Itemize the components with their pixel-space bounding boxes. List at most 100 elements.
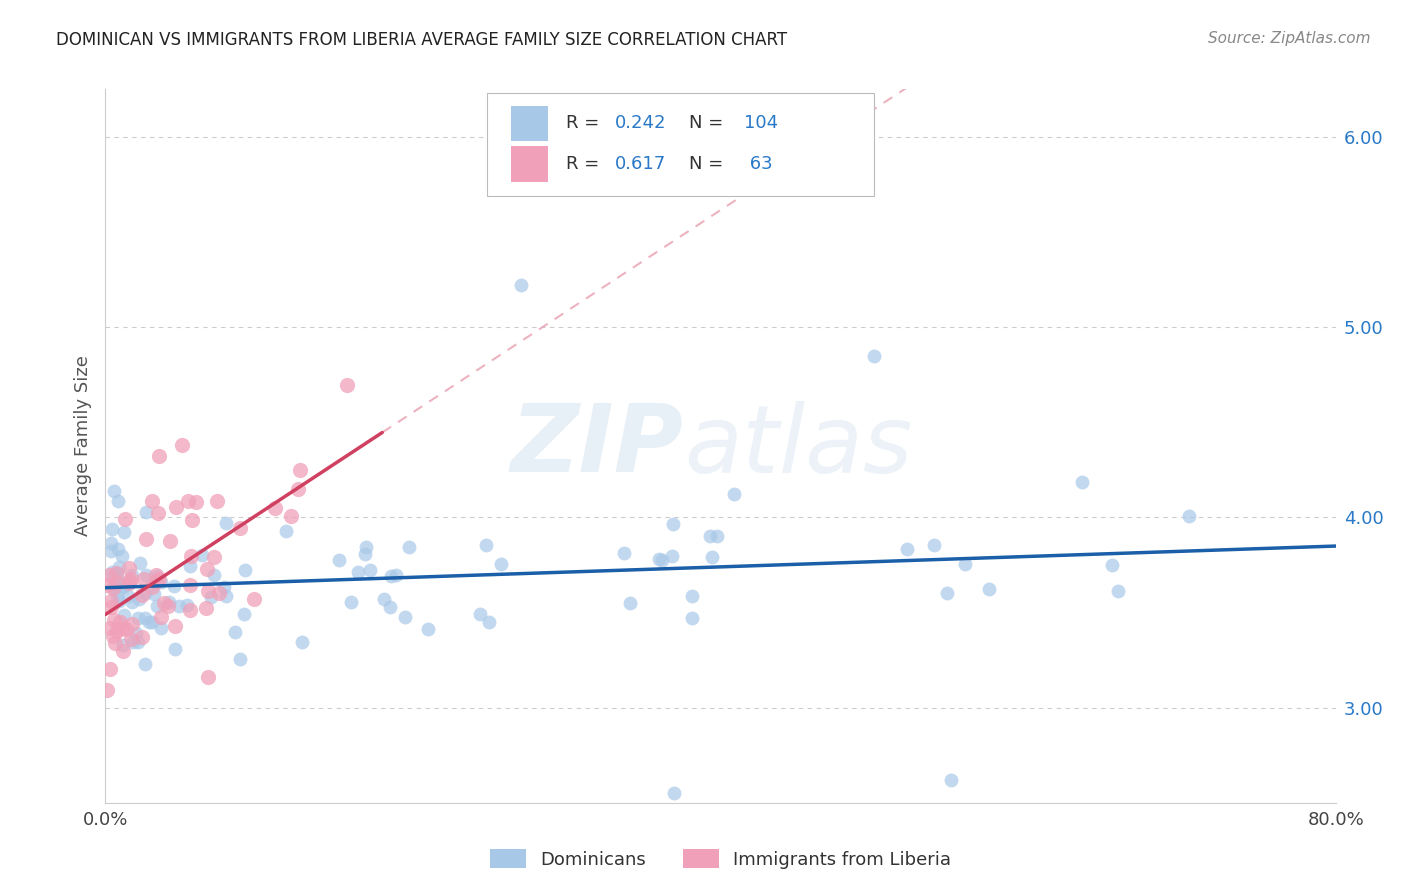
Point	[149, 621, 172, 635]
Point	[134, 657, 156, 672]
Point	[112, 580, 135, 594]
Point	[100, 544, 122, 558]
Point	[129, 557, 152, 571]
Point	[105, 566, 128, 581]
Point	[328, 553, 350, 567]
Point	[287, 482, 309, 496]
Point	[167, 599, 190, 613]
Point	[179, 578, 201, 592]
Point	[181, 513, 204, 527]
Point	[110, 549, 132, 563]
Point	[143, 586, 166, 600]
Point	[276, 524, 298, 538]
Point	[103, 614, 125, 628]
Point	[1107, 583, 1129, 598]
Point	[176, 599, 198, 613]
Point	[132, 572, 155, 586]
Point	[291, 635, 314, 649]
Point	[380, 569, 402, 583]
Point	[613, 546, 636, 560]
Point	[202, 550, 225, 565]
Point	[105, 574, 128, 588]
Text: ZIP: ZIP	[510, 400, 683, 492]
Point	[112, 607, 135, 622]
Point	[373, 591, 395, 606]
Point	[179, 559, 201, 574]
Point	[336, 377, 359, 392]
Point	[112, 524, 135, 539]
Point	[491, 557, 513, 571]
Bar	[512, 146, 548, 182]
Point	[145, 568, 167, 582]
Point	[941, 772, 963, 787]
Point	[100, 594, 122, 608]
Point	[394, 610, 416, 624]
Text: 63: 63	[744, 155, 772, 173]
Point	[202, 568, 225, 582]
Point	[162, 580, 184, 594]
Point	[120, 572, 142, 586]
Point	[118, 575, 141, 590]
Point	[101, 629, 124, 643]
Point	[121, 595, 143, 609]
Point	[233, 563, 256, 577]
Point	[863, 349, 886, 363]
Point	[699, 529, 721, 543]
Point	[135, 532, 157, 546]
Point	[100, 599, 122, 614]
Point	[243, 591, 266, 606]
Point	[165, 500, 187, 514]
Point	[661, 549, 683, 563]
Point	[146, 568, 169, 582]
Point	[134, 585, 156, 599]
Point	[131, 588, 153, 602]
Point	[681, 610, 703, 624]
Point	[115, 622, 138, 636]
Point	[648, 552, 671, 566]
Point	[103, 581, 125, 595]
Point	[215, 516, 238, 530]
Point	[112, 577, 135, 591]
Point	[197, 670, 219, 684]
Point	[290, 462, 312, 476]
Text: atlas: atlas	[683, 401, 912, 491]
Point	[97, 567, 120, 582]
Point	[1071, 475, 1094, 490]
Point	[681, 589, 703, 603]
Point	[416, 622, 439, 636]
Point	[228, 520, 250, 534]
Point	[105, 624, 128, 639]
Point	[107, 576, 129, 591]
Point	[141, 494, 163, 508]
Point	[232, 607, 254, 621]
Text: DOMINICAN VS IMMIGRANTS FROM LIBERIA AVERAGE FAMILY SIZE CORRELATION CHART: DOMINICAN VS IMMIGRANTS FROM LIBERIA AVE…	[56, 31, 787, 49]
Point	[1178, 508, 1201, 523]
Point	[896, 541, 918, 556]
Point	[165, 641, 187, 656]
Point	[108, 560, 131, 574]
Point	[339, 595, 361, 609]
Point	[104, 582, 127, 596]
Point	[398, 541, 420, 555]
Point	[214, 580, 236, 594]
Point	[101, 565, 124, 579]
Point	[702, 549, 724, 564]
Point	[148, 450, 170, 464]
Point	[150, 610, 173, 624]
Point	[664, 786, 686, 800]
Point	[104, 566, 127, 580]
Point	[101, 570, 124, 584]
Point	[100, 535, 122, 549]
Point	[977, 582, 1000, 597]
FancyBboxPatch shape	[486, 93, 875, 196]
Point	[936, 586, 959, 600]
Point	[104, 570, 127, 584]
Point	[105, 589, 128, 603]
Point	[264, 500, 287, 515]
Point	[179, 603, 201, 617]
Text: Source: ZipAtlas.com: Source: ZipAtlas.com	[1208, 31, 1371, 46]
Point	[117, 576, 139, 591]
Point	[107, 494, 129, 508]
Point	[96, 683, 118, 698]
Text: 104: 104	[744, 114, 778, 132]
